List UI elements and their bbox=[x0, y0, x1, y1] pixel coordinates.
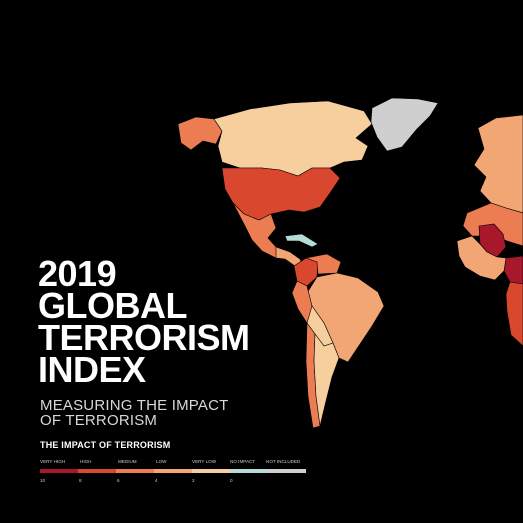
map-region-west-africa bbox=[456, 235, 507, 281]
title-line-year: 2019 bbox=[38, 253, 117, 294]
legend-swatch-low bbox=[154, 469, 192, 473]
legend-swatch-not-included bbox=[268, 469, 306, 473]
legend-swatch-high bbox=[78, 469, 116, 473]
legend-label-not-included: NOT INCLUDED bbox=[266, 459, 301, 464]
map-region-alaska bbox=[177, 116, 223, 151]
map-region-greenland bbox=[370, 97, 439, 152]
map-region-argentina bbox=[313, 333, 340, 427]
legend-label-high: HIGH bbox=[80, 459, 92, 464]
legend-scale-2: 2 bbox=[192, 478, 195, 483]
legend-scale-6: 6 bbox=[117, 478, 120, 483]
map-region-canada bbox=[213, 100, 373, 177]
legend-swatch-no-impact bbox=[230, 469, 268, 473]
legend-swatch-very-high bbox=[40, 469, 78, 473]
subtitle: MEASURING THE IMPACT OF TERRORISM bbox=[40, 398, 228, 428]
legend-title: THE IMPACT OF TERRORISM bbox=[40, 440, 171, 450]
legend-labels: VERY HIGH HIGH MEDIUM LOW VERY LOW NO IM… bbox=[40, 459, 310, 467]
legend-label-no-impact: NO IMPACT bbox=[230, 459, 256, 464]
legend-scale-10: 10 bbox=[40, 478, 46, 483]
legend-scale: 10 8 6 4 2 0 bbox=[40, 478, 310, 486]
subtitle-line-2: OF TERRORISM bbox=[40, 412, 158, 429]
legend-label-very-high: VERY HIGH bbox=[40, 459, 66, 464]
map-region-caribbean bbox=[284, 233, 319, 248]
legend-scale-0: 0 bbox=[230, 478, 233, 483]
page-title: 2019 GLOBAL TERRORISM INDEX bbox=[38, 253, 250, 390]
title-line-global: GLOBAL bbox=[38, 285, 187, 326]
legend-label-medium: MEDIUM bbox=[118, 459, 137, 464]
legend-label-very-low: VERY LOW bbox=[192, 459, 217, 464]
legend-scale-4: 4 bbox=[155, 478, 158, 483]
legend-color-bar bbox=[40, 469, 306, 473]
subtitle-line-1: MEASURING THE IMPACT bbox=[40, 397, 229, 414]
legend-swatch-very-low bbox=[192, 469, 230, 473]
title-line-terrorism: TERRORISM bbox=[38, 317, 250, 358]
legend-label-low: LOW bbox=[156, 459, 167, 464]
title-line-index: INDEX bbox=[38, 349, 146, 390]
map-region-central-africa bbox=[505, 281, 523, 347]
legend-swatch-medium bbox=[116, 469, 154, 473]
legend-scale-8: 8 bbox=[79, 478, 82, 483]
